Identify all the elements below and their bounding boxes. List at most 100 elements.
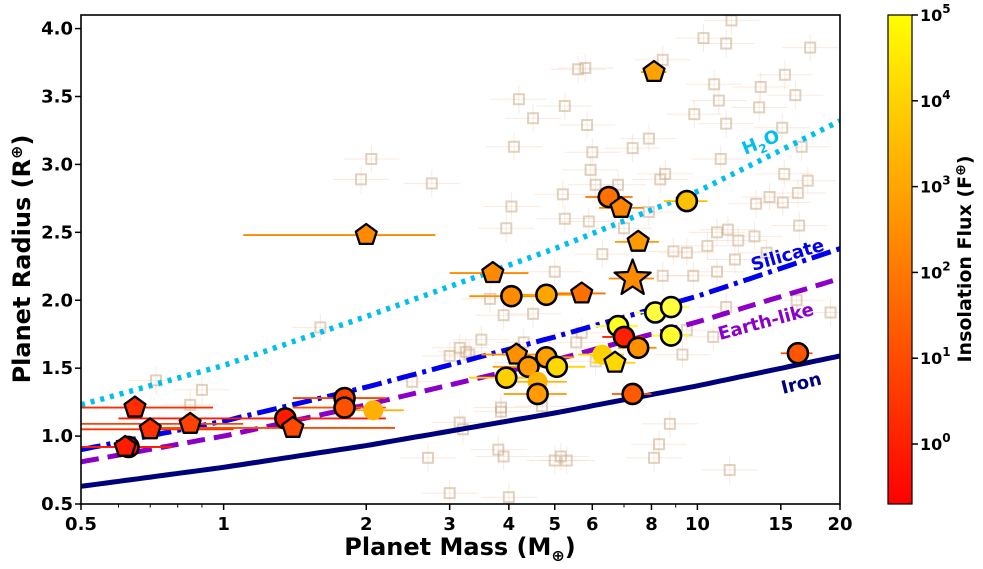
background-point bbox=[732, 234, 745, 247]
colorbar-tick-exponent: 5 bbox=[942, 2, 950, 16]
colorbar-tick-label: 104 bbox=[920, 88, 951, 111]
x-tick-label: 0.5 bbox=[65, 514, 97, 535]
colorbar-tick-label: 102 bbox=[920, 259, 951, 282]
planet-marker-pentagon bbox=[138, 417, 162, 440]
background-point bbox=[790, 294, 803, 307]
background-point bbox=[748, 230, 761, 243]
colorbar-tick-exponent: 1 bbox=[942, 345, 950, 359]
x-tick-label: 5 bbox=[548, 514, 561, 535]
x-axis-ticks: 0.5 1 2 3 4 5 6 8 10 15 20 bbox=[65, 504, 853, 535]
planet-markers-layer bbox=[113, 59, 810, 459]
background-point bbox=[579, 61, 592, 74]
planet-marker-circle bbox=[500, 284, 523, 308]
background-point bbox=[527, 112, 540, 125]
y-tick-label: 3.0 bbox=[41, 154, 73, 175]
planet-marker-pentagon bbox=[570, 281, 594, 304]
error-bars-layer bbox=[81, 71, 813, 448]
planet-marker-pentagon bbox=[609, 195, 633, 218]
planet-marker-circle bbox=[659, 324, 683, 347]
background-point bbox=[443, 349, 456, 362]
plot-frame bbox=[80, 14, 841, 505]
background-point bbox=[460, 345, 473, 358]
background-point bbox=[512, 93, 525, 106]
background-point bbox=[581, 119, 594, 132]
x-tick-label: 4 bbox=[503, 514, 516, 535]
background-point bbox=[425, 177, 438, 190]
colorbar-tick-label: 105 bbox=[920, 2, 951, 25]
x-tick-label: 1 bbox=[217, 514, 230, 535]
planet-marker-pentagon bbox=[354, 222, 378, 246]
background-point bbox=[648, 451, 661, 464]
background-point bbox=[656, 269, 669, 282]
background-point bbox=[527, 307, 540, 320]
background-point bbox=[712, 94, 725, 107]
background-point bbox=[421, 451, 434, 464]
planet-marker-circle bbox=[535, 283, 558, 307]
y-tick-label: 4.0 bbox=[41, 19, 73, 40]
background-point bbox=[778, 68, 791, 81]
colorbar-tick-exponent: 3 bbox=[942, 174, 950, 188]
colorbar-tick-label: 101 bbox=[920, 345, 951, 368]
colorbar-title: Insolation Flux (F⊕) bbox=[953, 155, 976, 362]
background-point bbox=[497, 309, 510, 322]
planet-marker-pentagon bbox=[626, 229, 650, 252]
background-point bbox=[560, 454, 573, 467]
background-point bbox=[789, 89, 802, 102]
y-tick-label: 2.5 bbox=[41, 222, 73, 243]
planet-marker-circle bbox=[659, 295, 683, 319]
colorbar-gradient bbox=[887, 14, 913, 505]
background-point bbox=[824, 306, 837, 319]
curve-label-iron: Iron bbox=[779, 369, 824, 399]
background-point bbox=[791, 186, 804, 199]
planet-marker-pentagon bbox=[123, 395, 147, 418]
planet-marker-pentagon bbox=[178, 411, 202, 434]
background-point bbox=[589, 178, 602, 191]
background-point bbox=[355, 173, 368, 186]
background-point bbox=[365, 152, 378, 165]
background-point bbox=[663, 417, 676, 430]
curve-labels: H2O Silicate Earth-like Iron bbox=[716, 126, 827, 399]
background-point bbox=[688, 108, 701, 121]
background-point bbox=[793, 219, 806, 232]
background-point bbox=[763, 191, 776, 204]
colorbar-tick-base: 10 bbox=[920, 178, 942, 197]
x-tick-label: 8 bbox=[645, 514, 658, 535]
x-tick-label: 3 bbox=[443, 514, 456, 535]
planet-marker-pentagon bbox=[603, 350, 627, 373]
y-axis-title: Planet Radius (R⊕) bbox=[7, 135, 36, 384]
planet-marker-circle bbox=[675, 189, 699, 213]
x-axis-title: Planet Mass (M⊕) bbox=[344, 533, 575, 565]
background-point bbox=[778, 167, 791, 180]
y-tick-label: 1.5 bbox=[41, 358, 73, 379]
background-point bbox=[720, 117, 733, 130]
background-point bbox=[584, 163, 597, 176]
background-point bbox=[721, 223, 734, 236]
background-point bbox=[195, 383, 208, 396]
background-point bbox=[184, 398, 197, 411]
background-point bbox=[680, 246, 693, 259]
background-point bbox=[701, 239, 714, 252]
background-point bbox=[443, 487, 456, 500]
x-tick-label: 10 bbox=[685, 514, 710, 535]
x-tick-label: 2 bbox=[360, 514, 373, 535]
colorbar-tick-label: 100 bbox=[920, 431, 951, 454]
background-point bbox=[582, 215, 595, 228]
highlight-planet-star bbox=[613, 258, 652, 295]
planet-marker-circle bbox=[621, 382, 644, 406]
background-point bbox=[714, 152, 727, 165]
colorbar-tick-base: 10 bbox=[920, 435, 942, 454]
background-point bbox=[707, 330, 720, 343]
background-point bbox=[760, 246, 773, 259]
background-point bbox=[753, 101, 766, 114]
colorbar-tick-base: 10 bbox=[920, 349, 942, 368]
background-point bbox=[776, 196, 789, 209]
background-point bbox=[612, 178, 625, 191]
planet-marker-pentagon bbox=[481, 260, 505, 284]
background-point bbox=[656, 53, 669, 66]
curve-label-h2o: H2O bbox=[739, 126, 784, 163]
planet-marker-pentagon bbox=[281, 415, 305, 438]
y-tick-label: 1.0 bbox=[41, 426, 73, 447]
background-point bbox=[804, 41, 817, 54]
planet-marker-circle bbox=[517, 355, 540, 379]
